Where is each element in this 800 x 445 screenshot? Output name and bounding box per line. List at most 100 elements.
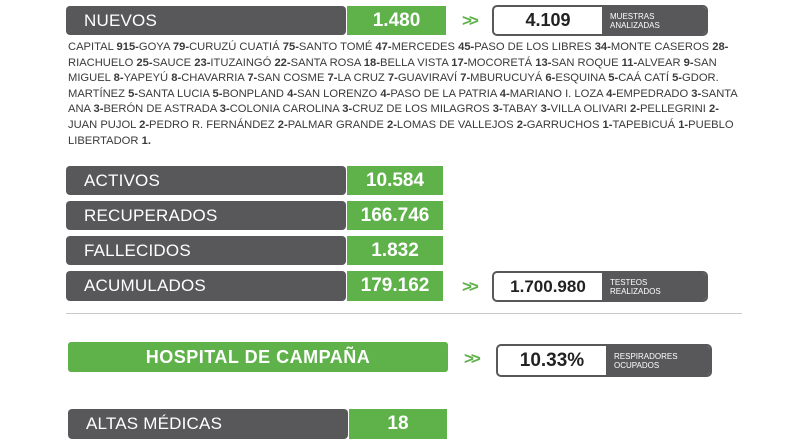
locality-count: 22 [274, 56, 287, 69]
hospital-banner: HOSPITAL DE CAMPAÑA [68, 342, 448, 372]
locality-count: 25 [136, 56, 149, 69]
locality-count: 3 [492, 103, 499, 116]
locality-count: 1 [678, 118, 685, 131]
locality-item: MERCEDES 45 [392, 41, 471, 53]
testeos-value: 1.700.980 [510, 276, 586, 296]
locality-item: SANTA LUCIA 5 [138, 88, 219, 100]
locality-name: SANTO TOMÉ [298, 41, 376, 53]
locality-count: 3 [691, 87, 698, 100]
locality-item: GDOR. MARTÍNEZ 5 [68, 72, 719, 100]
fallecidos-value: 1.832 [347, 236, 443, 265]
locality-count: 3 [540, 103, 547, 116]
locality-name: MBURUCUYÁ [470, 72, 546, 85]
locality-count: 2 [629, 103, 637, 116]
locality-count: 3 [219, 103, 226, 116]
locality-count: 4 [606, 87, 613, 100]
arrows-icon: >> [462, 11, 479, 30]
altas-value: 18 [349, 409, 447, 439]
locality-name: TABAY [502, 103, 541, 116]
respiradores-caption: RESPIRADORES OCUPADOS [606, 346, 710, 375]
locality-name: CAÁ CATÍ [618, 72, 673, 85]
respiradores-box: 10.33% RESPIRADORES OCUPADOS [496, 344, 712, 377]
locality-item: CAÁ CATÍ 5 [618, 72, 678, 84]
nuevos-value-text: 1.480 [372, 9, 421, 31]
activos-value: 10.584 [347, 166, 443, 195]
locality-item: BELLA VISTA 17 [380, 57, 464, 69]
locality-item: PELLEGRINI 2 [640, 103, 715, 115]
locality-item: SANTA ANA 3 [68, 88, 737, 116]
locality-name: GDOR. MARTÍNEZ [68, 72, 719, 100]
locality-name: RIACHUELO [68, 56, 137, 69]
locality-item: PASO DE LA PATRIA 4 [390, 88, 506, 100]
locality-name: LA CRUZ [337, 72, 388, 85]
recuperados-label: RECUPERADOS [66, 201, 346, 230]
locality-name: PALMAR GRANDE [287, 118, 387, 131]
locality-count: 45 [458, 41, 471, 53]
locality-item: TABAY 3 [503, 103, 547, 115]
locality-item: GARRUCHOS 1 [527, 119, 609, 131]
locality-item: SANTA ROSA 18 [291, 57, 377, 69]
locality-item: ITUZAINGÓ 22 [210, 57, 286, 69]
locality-item: CAPITAL 915 [68, 41, 135, 53]
section-divider [66, 313, 742, 314]
locality-count: 75 [282, 41, 296, 53]
locality-item: LOMAS DE VALLEJOS 2 [397, 119, 523, 131]
locality-name: CURUZÚ CUATIÁ [189, 41, 283, 53]
testeos-box: 1.700.980 TESTEOS REALIZADOS [492, 271, 708, 302]
locality-count: 3 [93, 103, 100, 116]
locality-item: MONTE CASEROS 28 [611, 41, 725, 53]
locality-count: 47 [375, 41, 388, 53]
locality-item: PALMAR GRANDE 2 [288, 119, 394, 131]
locality-item: SAN LORENZO 4 [297, 88, 387, 100]
locality-item: BERÓN DE ASTRADA 3 [103, 103, 226, 115]
respiradores-value: 10.33% [519, 349, 585, 371]
muestras-value: 4.109 [525, 10, 571, 30]
locality-count: 17 [451, 56, 464, 69]
locality-name: VILLA OLIVARI [550, 103, 630, 116]
locality-count: 2 [516, 118, 523, 131]
locality-count: 18 [363, 56, 377, 69]
locality-count: 7 [327, 72, 334, 85]
locality-name: SAN LORENZO [297, 87, 381, 100]
locality-name: GARRUCHOS [526, 118, 603, 131]
arrows-icon: >> [462, 277, 479, 296]
locality-name: LOMAS DE VALLEJOS [396, 118, 517, 131]
locality-item: MOCORETÁ 13 [467, 57, 547, 69]
locality-item: PASO DE LOS LIBRES 34 [474, 41, 607, 53]
locality-name: MOCORETÁ [467, 56, 536, 69]
acumulados-value: 179.162 [347, 271, 443, 301]
locality-count: 11 [621, 56, 634, 69]
locality-name: PEDRO R. FERNÁNDEZ [149, 118, 278, 131]
locality-count: 8 [113, 72, 120, 85]
locality-count: 2 [708, 103, 716, 116]
fallecidos-label: FALLECIDOS [66, 236, 346, 265]
locality-count: 9 [683, 56, 690, 69]
locality-count: 4 [287, 87, 294, 100]
locality-item: MARIANO I. LOZA 4 [510, 88, 613, 100]
locality-count: 915 [116, 41, 136, 53]
locality-count: 2 [139, 118, 146, 131]
nuevos-value: 1.480 [347, 6, 446, 35]
locality-item: GOYA 79 [139, 41, 185, 53]
locality-item: SAN COSME 7 [257, 72, 333, 84]
locality-item: CHAVARRIA 7 [181, 72, 253, 84]
acumulados-label: ACUMULADOS [66, 271, 346, 301]
locality-item: CRUZ DE LOS MILAGROS 3 [352, 103, 499, 115]
locality-item: BONPLAND 4 [222, 88, 293, 100]
locality-name: PUEBLO LIBERTADOR [68, 118, 734, 147]
locality-count: 6 [545, 72, 552, 85]
locality-count: 7 [247, 72, 254, 85]
locality-name: CRUZ DE LOS MILAGROS [352, 103, 493, 116]
locality-name: MARIANO I. LOZA [509, 87, 607, 100]
locality-name: MONTE CASEROS [610, 41, 713, 53]
locality-item: LA CRUZ 7 [338, 72, 395, 84]
locality-name: SAN COSME [257, 72, 328, 85]
locality-count: 2 [277, 118, 284, 131]
locality-item: SAUCE 23 [153, 57, 207, 69]
locality-count: 23 [194, 56, 207, 69]
locality-item: COLONIA CAROLINA 3 [230, 103, 349, 115]
locality-count: 28 [712, 41, 725, 53]
locality-name: COLONIA CAROLINA [229, 103, 343, 116]
locality-count: 7 [387, 72, 395, 85]
locality-count: 4 [499, 87, 507, 100]
